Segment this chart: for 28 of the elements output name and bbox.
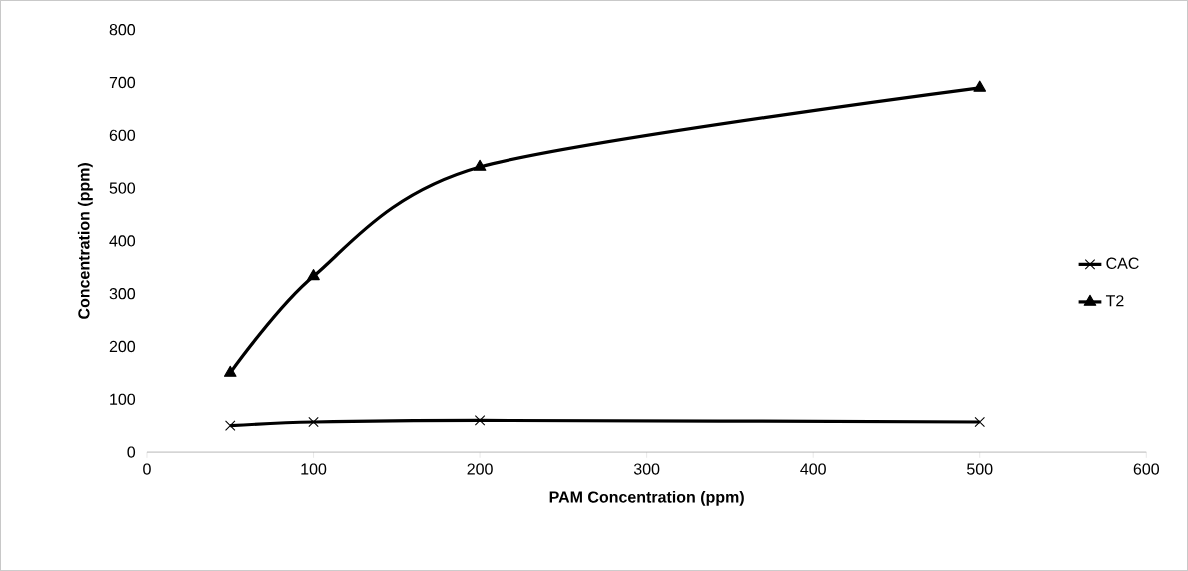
y-tick-label: 100 bbox=[110, 393, 136, 405]
x-tick-label: 400 bbox=[800, 463, 826, 475]
legend-label: T2 bbox=[1105, 295, 1124, 307]
y-tick-label: 400 bbox=[109, 235, 136, 247]
point bbox=[473, 159, 487, 171]
y-axis-title: Concentration (ppm) bbox=[77, 163, 93, 319]
x-tick-label: 300 bbox=[633, 463, 660, 475]
legend-label: CAC bbox=[1106, 257, 1139, 269]
point bbox=[973, 80, 987, 92]
y-tick-label: 200 bbox=[109, 340, 136, 353]
point bbox=[974, 416, 985, 428]
x-tick-label: 500 bbox=[967, 463, 993, 475]
y-tick-label: 300 bbox=[109, 288, 136, 300]
y-tick-label: 0 bbox=[127, 446, 136, 458]
x-tick-label: 100 bbox=[301, 463, 327, 475]
y-tick-label: 600 bbox=[109, 129, 136, 141]
x-tick-label: 0 bbox=[143, 463, 151, 475]
x-tick-label: 200 bbox=[467, 463, 493, 475]
x-axis-title: PAM Concentration (ppm) bbox=[549, 490, 744, 506]
y-tick-label: 500 bbox=[109, 182, 136, 194]
point bbox=[308, 416, 319, 428]
point bbox=[474, 415, 486, 426]
y-tick-label: 700 bbox=[109, 76, 136, 89]
y-tick-label: 800 bbox=[109, 24, 136, 36]
x-tick-label: 600 bbox=[1133, 463, 1160, 475]
point bbox=[307, 269, 320, 281]
point bbox=[225, 420, 236, 431]
point bbox=[223, 365, 237, 377]
